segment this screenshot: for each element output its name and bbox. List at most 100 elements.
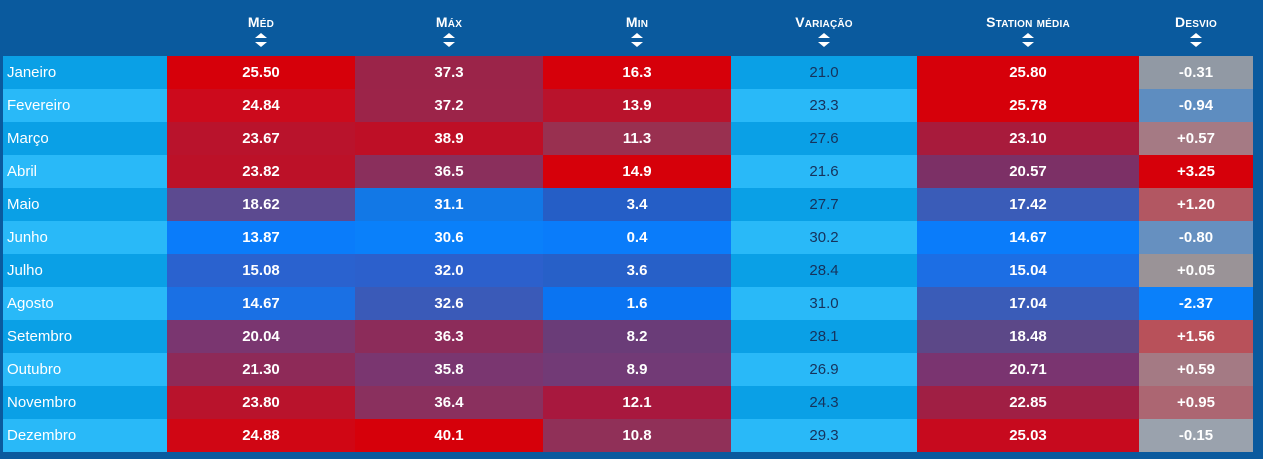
variacao-cell: 24.3 bbox=[731, 386, 917, 419]
table-row: Maio 18.62 31.1 3.4 27.7 17.42 +1.20 bbox=[3, 188, 1253, 221]
header-min[interactable]: Min bbox=[543, 0, 731, 56]
station-media-cell: 14.67 bbox=[917, 221, 1139, 254]
header-label: Station média bbox=[986, 13, 1070, 30]
desvio-cell: +3.25 bbox=[1139, 155, 1253, 188]
month-cell: Agosto bbox=[3, 287, 167, 320]
header-variacao[interactable]: Variação bbox=[731, 0, 917, 56]
header-desvio[interactable]: Desvio bbox=[1139, 0, 1253, 56]
table-row: Novembro 23.80 36.4 12.1 24.3 22.85 +0.95 bbox=[3, 386, 1253, 419]
desvio-cell: -0.15 bbox=[1139, 419, 1253, 452]
max-cell: 37.2 bbox=[355, 89, 543, 122]
sort-arrows-icon[interactable] bbox=[917, 32, 1139, 49]
min-cell: 3.6 bbox=[543, 254, 731, 287]
station-media-cell: 15.04 bbox=[917, 254, 1139, 287]
station-media-cell: 25.78 bbox=[917, 89, 1139, 122]
max-cell: 36.3 bbox=[355, 320, 543, 353]
max-cell: 32.0 bbox=[355, 254, 543, 287]
table-row: Janeiro 25.50 37.3 16.3 21.0 25.80 -0.31 bbox=[3, 56, 1253, 89]
table-body: Janeiro 25.50 37.3 16.3 21.0 25.80 -0.31 Fevere… bbox=[3, 56, 1253, 452]
variacao-cell: 31.0 bbox=[731, 287, 917, 320]
desvio-cell: +1.56 bbox=[1139, 320, 1253, 353]
sort-arrows-icon[interactable] bbox=[1139, 32, 1253, 49]
variacao-cell: 27.6 bbox=[731, 122, 917, 155]
max-cell: 36.4 bbox=[355, 386, 543, 419]
min-cell: 1.6 bbox=[543, 287, 731, 320]
table-row: Março 23.67 38.9 11.3 27.6 23.10 +0.57 bbox=[3, 122, 1253, 155]
month-cell: Fevereiro bbox=[3, 89, 167, 122]
desvio-cell: -0.80 bbox=[1139, 221, 1253, 254]
desvio-cell: -0.94 bbox=[1139, 89, 1253, 122]
month-cell: Maio bbox=[3, 188, 167, 221]
med-cell: 23.80 bbox=[167, 386, 355, 419]
table-row: Setembro 20.04 36.3 8.2 28.1 18.48 +1.56 bbox=[3, 320, 1253, 353]
min-cell: 14.9 bbox=[543, 155, 731, 188]
med-cell: 25.50 bbox=[167, 56, 355, 89]
variacao-cell: 21.6 bbox=[731, 155, 917, 188]
station-media-cell: 17.04 bbox=[917, 287, 1139, 320]
station-media-cell: 22.85 bbox=[917, 386, 1139, 419]
min-cell: 0.4 bbox=[543, 221, 731, 254]
sort-arrows-icon[interactable] bbox=[543, 32, 731, 49]
med-cell: 20.04 bbox=[167, 320, 355, 353]
med-cell: 23.82 bbox=[167, 155, 355, 188]
sort-arrows-icon[interactable] bbox=[355, 32, 543, 49]
max-cell: 31.1 bbox=[355, 188, 543, 221]
med-cell: 14.67 bbox=[167, 287, 355, 320]
sort-arrows-icon[interactable] bbox=[731, 32, 917, 49]
header-station-media[interactable]: Station média bbox=[917, 0, 1139, 56]
desvio-cell: -2.37 bbox=[1139, 287, 1253, 320]
max-cell: 37.3 bbox=[355, 56, 543, 89]
max-cell: 30.6 bbox=[355, 221, 543, 254]
desvio-cell: -0.31 bbox=[1139, 56, 1253, 89]
variacao-cell: 23.3 bbox=[731, 89, 917, 122]
header-month bbox=[3, 0, 167, 56]
station-media-cell: 18.48 bbox=[917, 320, 1139, 353]
month-cell: Novembro bbox=[3, 386, 167, 419]
variacao-cell: 29.3 bbox=[731, 419, 917, 452]
header-label: Min bbox=[625, 13, 649, 30]
desvio-cell: +0.05 bbox=[1139, 254, 1253, 287]
table-row: Julho 15.08 32.0 3.6 28.4 15.04 +0.05 bbox=[3, 254, 1253, 287]
station-media-cell: 25.03 bbox=[917, 419, 1139, 452]
table-row: Abril 23.82 36.5 14.9 21.6 20.57 +3.25 bbox=[3, 155, 1253, 188]
variacao-cell: 30.2 bbox=[731, 221, 917, 254]
month-cell: Setembro bbox=[3, 320, 167, 353]
min-cell: 8.9 bbox=[543, 353, 731, 386]
desvio-cell: +0.59 bbox=[1139, 353, 1253, 386]
table-row: Outubro 21.30 35.8 8.9 26.9 20.71 +0.59 bbox=[3, 353, 1253, 386]
med-cell: 18.62 bbox=[167, 188, 355, 221]
table-row: Junho 13.87 30.6 0.4 30.2 14.67 -0.80 bbox=[3, 221, 1253, 254]
min-cell: 16.3 bbox=[543, 56, 731, 89]
med-cell: 24.88 bbox=[167, 419, 355, 452]
max-cell: 38.9 bbox=[355, 122, 543, 155]
table-row: Dezembro 24.88 40.1 10.8 29.3 25.03 -0.15 bbox=[3, 419, 1253, 452]
month-cell: Junho bbox=[3, 221, 167, 254]
med-cell: 23.67 bbox=[167, 122, 355, 155]
month-cell: Março bbox=[3, 122, 167, 155]
med-cell: 13.87 bbox=[167, 221, 355, 254]
station-media-cell: 20.57 bbox=[917, 155, 1139, 188]
med-cell: 24.84 bbox=[167, 89, 355, 122]
header-label: Máx bbox=[435, 13, 463, 30]
table-row: Agosto 14.67 32.6 1.6 31.0 17.04 -2.37 bbox=[3, 287, 1253, 320]
max-cell: 32.6 bbox=[355, 287, 543, 320]
month-cell: Dezembro bbox=[3, 419, 167, 452]
header-label: Variação bbox=[795, 13, 853, 30]
variacao-cell: 28.1 bbox=[731, 320, 917, 353]
header-row: Méd Máx Min Variação Station média bbox=[3, 0, 1253, 56]
variacao-cell: 27.7 bbox=[731, 188, 917, 221]
max-cell: 35.8 bbox=[355, 353, 543, 386]
station-media-cell: 17.42 bbox=[917, 188, 1139, 221]
desvio-cell: +0.95 bbox=[1139, 386, 1253, 419]
max-cell: 40.1 bbox=[355, 419, 543, 452]
min-cell: 3.4 bbox=[543, 188, 731, 221]
header-label: Méd bbox=[247, 13, 275, 30]
sort-arrows-icon[interactable] bbox=[167, 32, 355, 49]
header-med[interactable]: Méd bbox=[167, 0, 355, 56]
header-label: Desvio bbox=[1175, 13, 1217, 30]
desvio-cell: +1.20 bbox=[1139, 188, 1253, 221]
month-cell: Janeiro bbox=[3, 56, 167, 89]
header-max[interactable]: Máx bbox=[355, 0, 543, 56]
month-cell: Julho bbox=[3, 254, 167, 287]
